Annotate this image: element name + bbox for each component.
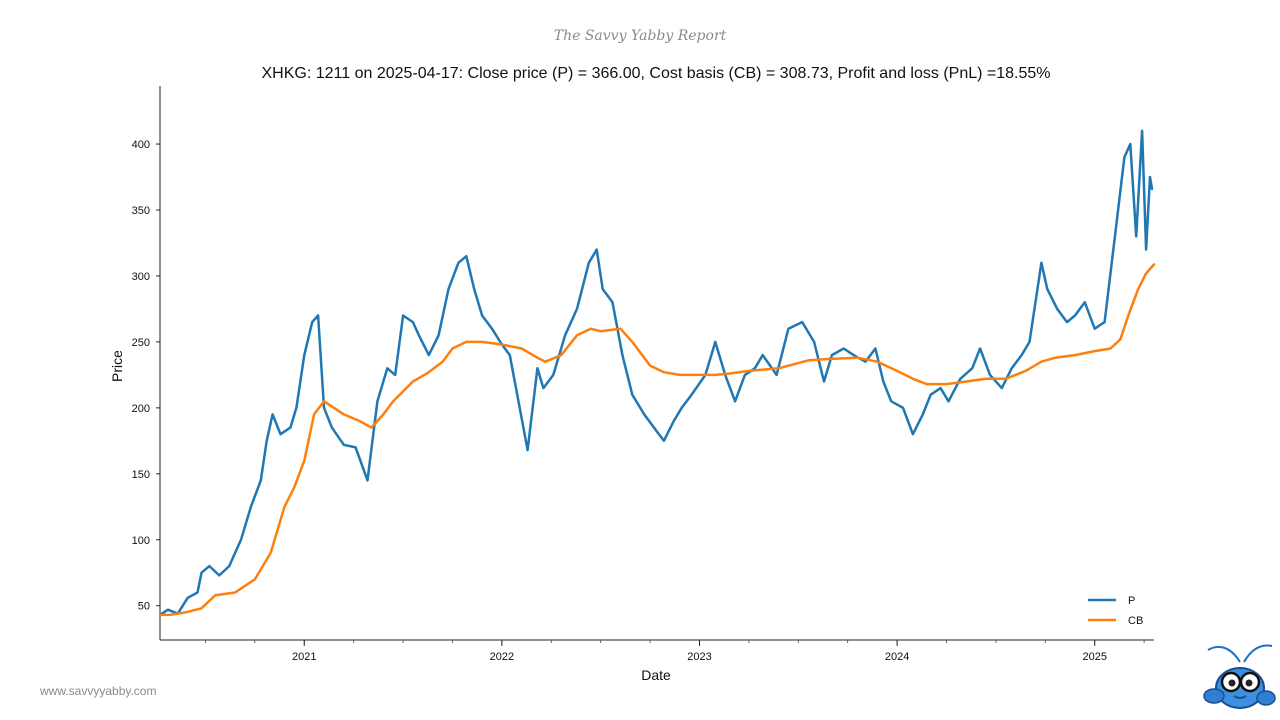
x-ticks: 2021 2022 2023 2024 2025 [205, 640, 1145, 663]
y-tick-label: 50 [138, 601, 150, 613]
y-tick-label: 100 [132, 535, 150, 547]
chart-title: XHKG: 1211 on 2025-04-17: Close price (P… [261, 65, 1050, 82]
yabby-mascot-logo [1203, 644, 1276, 709]
x-axis-label: Date [641, 667, 671, 683]
legend: P CB [1088, 595, 1143, 627]
x-tick-label: 2023 [687, 651, 711, 663]
y-tick-label: 200 [132, 403, 150, 415]
legend-label-cb: CB [1128, 615, 1143, 627]
series-group [158, 129, 1156, 617]
report-title: The Savvy Yabby Report [553, 28, 727, 44]
y-ticks: 50 100 150 200 250 300 350 400 [132, 139, 160, 613]
x-tick-label: 2025 [1082, 651, 1106, 663]
y-tick-label: 250 [132, 337, 150, 349]
x-tick-label: 2022 [490, 651, 514, 663]
website-link[interactable]: www.savvyyabby.com [40, 684, 157, 698]
y-tick-label: 400 [132, 139, 150, 151]
y-tick-label: 150 [132, 469, 150, 481]
y-tick-label: 350 [132, 205, 150, 217]
y-tick-label: 300 [132, 271, 150, 283]
axes [159, 86, 1154, 641]
y-axis-label: Price [109, 350, 125, 382]
x-tick-label: 2021 [292, 651, 316, 663]
legend-label-p: P [1128, 595, 1135, 607]
series-line-p [158, 129, 1154, 617]
x-tick-label: 2024 [885, 651, 909, 663]
series-line-cb [158, 263, 1156, 617]
